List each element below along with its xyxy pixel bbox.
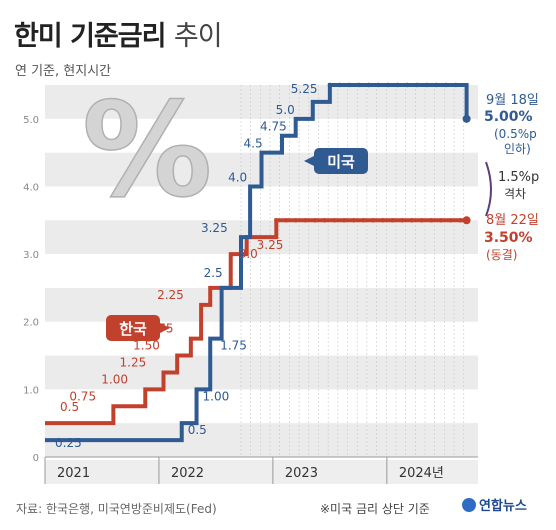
gap-value-label: 1.5%p	[498, 170, 539, 185]
agency-logo: 연합뉴스	[462, 495, 527, 514]
title-suffix: 추이	[173, 21, 223, 52]
chart-title: 한미 기준금리 추이	[14, 14, 223, 53]
korea-dot	[458, 218, 463, 223]
korea-dot	[361, 218, 366, 223]
korea-dot	[303, 218, 308, 223]
us-data-label: 4.0	[228, 170, 247, 184]
us-data-label: 0.25	[55, 436, 82, 450]
us-tag-label: 미국	[327, 153, 355, 171]
us-dot	[385, 82, 391, 88]
us-data-label: 4.5	[244, 137, 263, 151]
korea-data-label: 0.5	[60, 400, 79, 414]
korea-dot	[380, 218, 386, 223]
footnote: ※미국 금리 상단 기준	[320, 502, 430, 516]
korea-data-label: 3.0	[239, 247, 258, 261]
x-tick-label: 2021	[57, 466, 90, 481]
us-data-label: 1.75	[220, 339, 247, 353]
korea-tag-pointer	[160, 323, 170, 333]
us-data-label: 4.75	[260, 120, 287, 134]
y-tick-label: 0	[33, 453, 39, 464]
us-data-label: 2.5	[204, 266, 223, 280]
us-dot	[337, 82, 342, 88]
korea-dot	[312, 218, 318, 223]
us-data-label: 3.25	[201, 221, 228, 235]
us-data-label: 5.0	[276, 103, 295, 117]
us-dot	[434, 82, 439, 88]
korea-dot	[390, 218, 395, 223]
series-line-us	[45, 83, 469, 443]
y-tick-label: 4.0	[23, 182, 39, 193]
korea-dot	[293, 218, 298, 223]
korea-dot	[341, 218, 347, 223]
us-tag-pointer	[304, 156, 314, 166]
korea-dot	[274, 218, 279, 223]
us-dot	[366, 82, 371, 88]
korea-end-point	[462, 216, 471, 225]
y-tick-label: 3.0	[23, 250, 39, 261]
us-dot	[347, 82, 352, 88]
us-end-point	[462, 114, 471, 123]
korea-change-label: (동결)	[486, 248, 517, 262]
subtitle: 연 기준, 현지시간	[15, 64, 112, 79]
korea-data-label: 1.00	[101, 372, 128, 386]
korea-dot	[438, 218, 444, 223]
us-dot	[356, 82, 362, 88]
us-dot	[405, 82, 410, 88]
us-dot	[443, 82, 449, 88]
percent-symbol: %	[82, 74, 212, 226]
korea-rate-label: 3.50%	[484, 230, 533, 246]
us-change-label-2: 인하)	[504, 142, 531, 156]
korea-data-label: 1.25	[120, 355, 147, 369]
korea-dot	[283, 218, 289, 223]
korea-dot	[429, 218, 434, 223]
us-change-label: (0.5%p	[494, 127, 537, 141]
korea-dot	[448, 218, 453, 223]
us-data-label: 1.00	[203, 389, 230, 403]
title-main-text: 한미 기준금리	[14, 21, 166, 52]
us-dot	[395, 82, 400, 88]
y-tick-label: 2.0	[23, 318, 39, 329]
logo-text: 연합뉴스	[479, 499, 527, 514]
us-dot	[327, 82, 333, 88]
korea-data-label: 2.25	[157, 288, 184, 302]
korea-dot	[370, 218, 376, 223]
y-tick-label: 5.0	[23, 115, 39, 126]
korea-dot	[419, 218, 424, 223]
us-tag-box	[314, 148, 368, 174]
us-data-label: 0.5	[188, 423, 207, 437]
gap-bracket	[485, 161, 492, 217]
us-dot	[424, 82, 429, 88]
gap-caption: 격차	[504, 187, 526, 201]
x-tick-label: 2023	[285, 466, 318, 481]
us-dot	[376, 82, 381, 88]
us-rate-label: 5.00%	[484, 109, 533, 125]
korea-dot	[322, 218, 327, 223]
us-dot	[414, 82, 420, 88]
korea-tag-label: 한국	[119, 320, 147, 338]
korea-date-label: 8월 22일	[486, 213, 539, 228]
us-dot	[453, 82, 458, 88]
korea-dot	[400, 218, 405, 223]
source-note: 자료: 한국은행, 미국연방준비제도(Fed)	[16, 502, 217, 516]
x-tick-label: 2024년	[399, 466, 444, 481]
korea-data-label: 0.75	[69, 389, 96, 403]
korea-dot	[332, 218, 337, 223]
korea-data-label: 3.25	[257, 238, 284, 252]
korea-dot	[409, 218, 415, 223]
korea-dot	[351, 218, 356, 223]
logo-icon	[462, 498, 476, 512]
y-tick-label: 1.0	[23, 385, 39, 396]
korea-tag-box	[106, 315, 160, 341]
x-tick-label: 2022	[171, 466, 204, 481]
us-data-label: 5.25	[291, 82, 318, 96]
korea-data-label: 1.50	[133, 339, 160, 353]
us-date-label: 9월 18일	[486, 93, 539, 108]
x-axis-band	[45, 460, 478, 484]
